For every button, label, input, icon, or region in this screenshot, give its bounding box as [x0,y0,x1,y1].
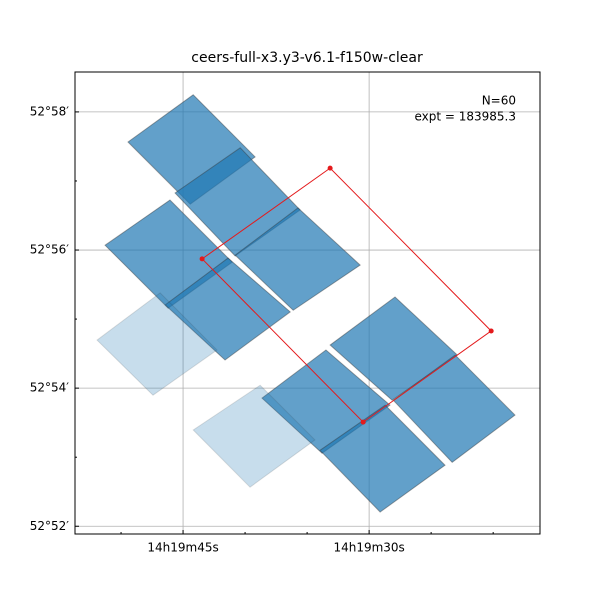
annotation: expt = 183985.3 [414,110,516,124]
footprint [192,384,316,488]
footprint [96,292,218,396]
y-tick-label: 52°56′ [30,243,70,257]
y-tick-label: 52°54′ [30,381,70,395]
footprint [164,257,292,361]
x-tick-label: 14h19m45s [147,541,218,555]
outline-vertex [327,165,333,171]
footprint [234,207,361,311]
outline-vertex [199,256,205,262]
axes-frame [74,71,541,535]
x-tick-label: 14h19m30s [333,541,404,555]
y-tick-label: 52°58′ [30,104,70,118]
footprint [392,354,516,463]
chart-title: ceers-full-x3.y3-v6.1-f150w-clear [191,50,423,66]
outline-vertex [360,419,366,425]
outline-vertex [488,328,494,334]
y-tick-label: 52°52′ [30,519,70,533]
annotation: N=60 [482,94,516,108]
